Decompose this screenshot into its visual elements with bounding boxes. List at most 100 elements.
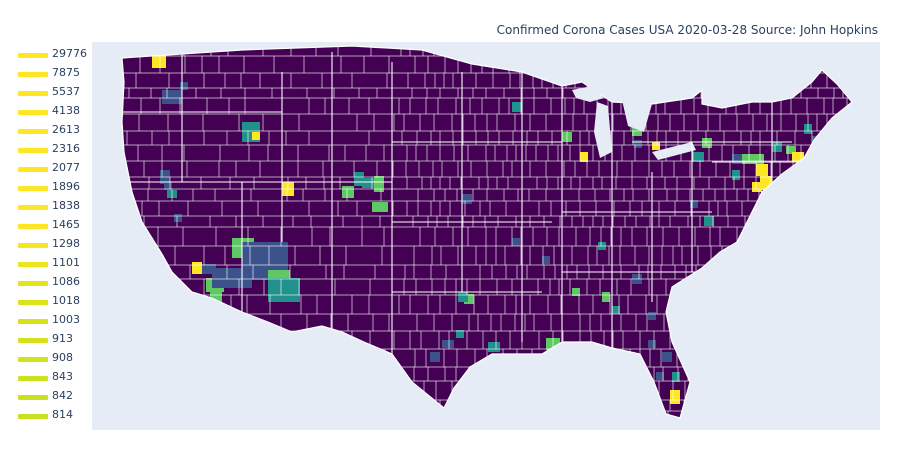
county-cell[interactable] [839,200,858,217]
county-cell[interactable] [843,313,854,332]
county-cell[interactable] [767,278,782,296]
county-cell[interactable] [857,411,867,425]
legend-item[interactable]: 1298 [14,236,94,255]
county-cell[interactable] [776,55,787,74]
county-cell[interactable] [704,55,718,74]
county-cell[interactable] [694,313,714,332]
county-cell[interactable] [113,294,149,315]
county-cell[interactable] [731,55,749,74]
county-cell[interactable] [522,425,534,430]
county-cell[interactable] [856,295,874,314]
legend-item[interactable]: 29776 [14,46,94,65]
county-hotspot[interactable] [430,352,440,362]
county-cell[interactable] [834,245,845,266]
county-cell[interactable] [190,313,219,332]
county-cell[interactable] [244,380,264,401]
county-cell[interactable] [545,55,564,74]
county-hotspot[interactable] [562,342,572,352]
county-cell[interactable] [506,399,518,412]
county-cell[interactable] [862,425,873,430]
county-cell[interactable] [252,410,277,425]
county-cell[interactable] [850,176,862,190]
county-cell[interactable] [791,410,806,425]
county-cell[interactable] [646,425,659,430]
county-cell[interactable] [202,425,220,430]
county-cell[interactable] [854,145,865,161]
county-hotspot[interactable] [670,390,680,404]
county-cell[interactable] [293,425,317,430]
county-cell[interactable] [92,188,126,202]
legend-item[interactable]: 1896 [14,179,94,198]
county-cell[interactable] [860,400,875,411]
county-cell[interactable] [871,227,880,246]
county-cell[interactable] [783,215,794,228]
county-cell[interactable] [135,366,170,382]
county-hotspot[interactable] [512,102,522,112]
county-cell[interactable] [751,410,764,425]
county-cell[interactable] [699,278,717,296]
county-cell[interactable] [571,425,585,430]
county-cell[interactable] [585,425,599,430]
county-cell[interactable] [504,42,524,57]
county-cell[interactable] [486,425,498,430]
county-cell[interactable] [827,313,845,332]
county-cell[interactable] [122,330,153,350]
county-cell[interactable] [604,410,615,425]
county-cell[interactable] [644,42,656,57]
county-cell[interactable] [870,98,880,114]
county-cell[interactable] [626,425,636,430]
county-cell[interactable] [164,294,186,315]
county-cell[interactable] [738,425,753,430]
county-cell[interactable] [700,87,716,99]
county-cell[interactable] [818,215,833,228]
county-cell[interactable] [821,294,839,315]
county-hotspot[interactable] [462,194,472,204]
county-cell[interactable] [644,72,655,89]
county-cell[interactable] [119,425,148,430]
county-cell[interactable] [148,425,169,430]
county-cell[interactable] [780,264,791,280]
county-cell[interactable] [873,425,880,430]
county-cell[interactable] [868,88,880,98]
county-cell[interactable] [803,226,822,247]
county-cell[interactable] [833,410,846,425]
county-cell[interactable] [92,88,109,98]
county-cell[interactable] [824,245,836,266]
county-cell[interactable] [365,380,392,401]
county-cell[interactable] [770,313,785,332]
county-cell[interactable] [812,425,826,430]
county-cell[interactable] [730,330,743,350]
county-cell[interactable] [458,410,476,425]
county-cell[interactable] [111,226,132,247]
county-cell[interactable] [92,98,111,114]
county-cell[interactable] [128,399,149,412]
county-cell[interactable] [693,425,709,430]
county-cell[interactable] [491,410,510,425]
county-cell[interactable] [141,380,164,401]
county-cell[interactable] [162,313,192,332]
county-cell[interactable] [281,399,320,412]
county-cell[interactable] [839,399,852,412]
legend-item[interactable]: 1003 [14,312,94,331]
county-cell[interactable] [715,278,728,296]
legend-item[interactable]: 2316 [14,141,94,160]
county-cell[interactable] [761,399,776,412]
county-cell[interactable] [747,264,764,280]
county-cell[interactable] [162,380,182,401]
county-cell[interactable] [544,425,559,430]
county-cell[interactable] [681,55,695,74]
county-cell[interactable] [722,42,734,57]
county-cell[interactable] [830,366,846,382]
county-cell[interactable] [120,42,139,57]
county-cell[interactable] [292,348,328,368]
county-cell[interactable] [145,348,167,368]
county-cell[interactable] [798,278,815,296]
county-cell[interactable] [759,200,779,217]
county-cell[interactable] [638,410,655,425]
county-cell[interactable] [810,42,829,57]
county-cell[interactable] [113,410,130,425]
county-cell[interactable] [804,294,823,315]
county-cell[interactable] [550,42,565,57]
county-cell[interactable] [201,348,231,368]
county-cell[interactable] [483,366,501,382]
